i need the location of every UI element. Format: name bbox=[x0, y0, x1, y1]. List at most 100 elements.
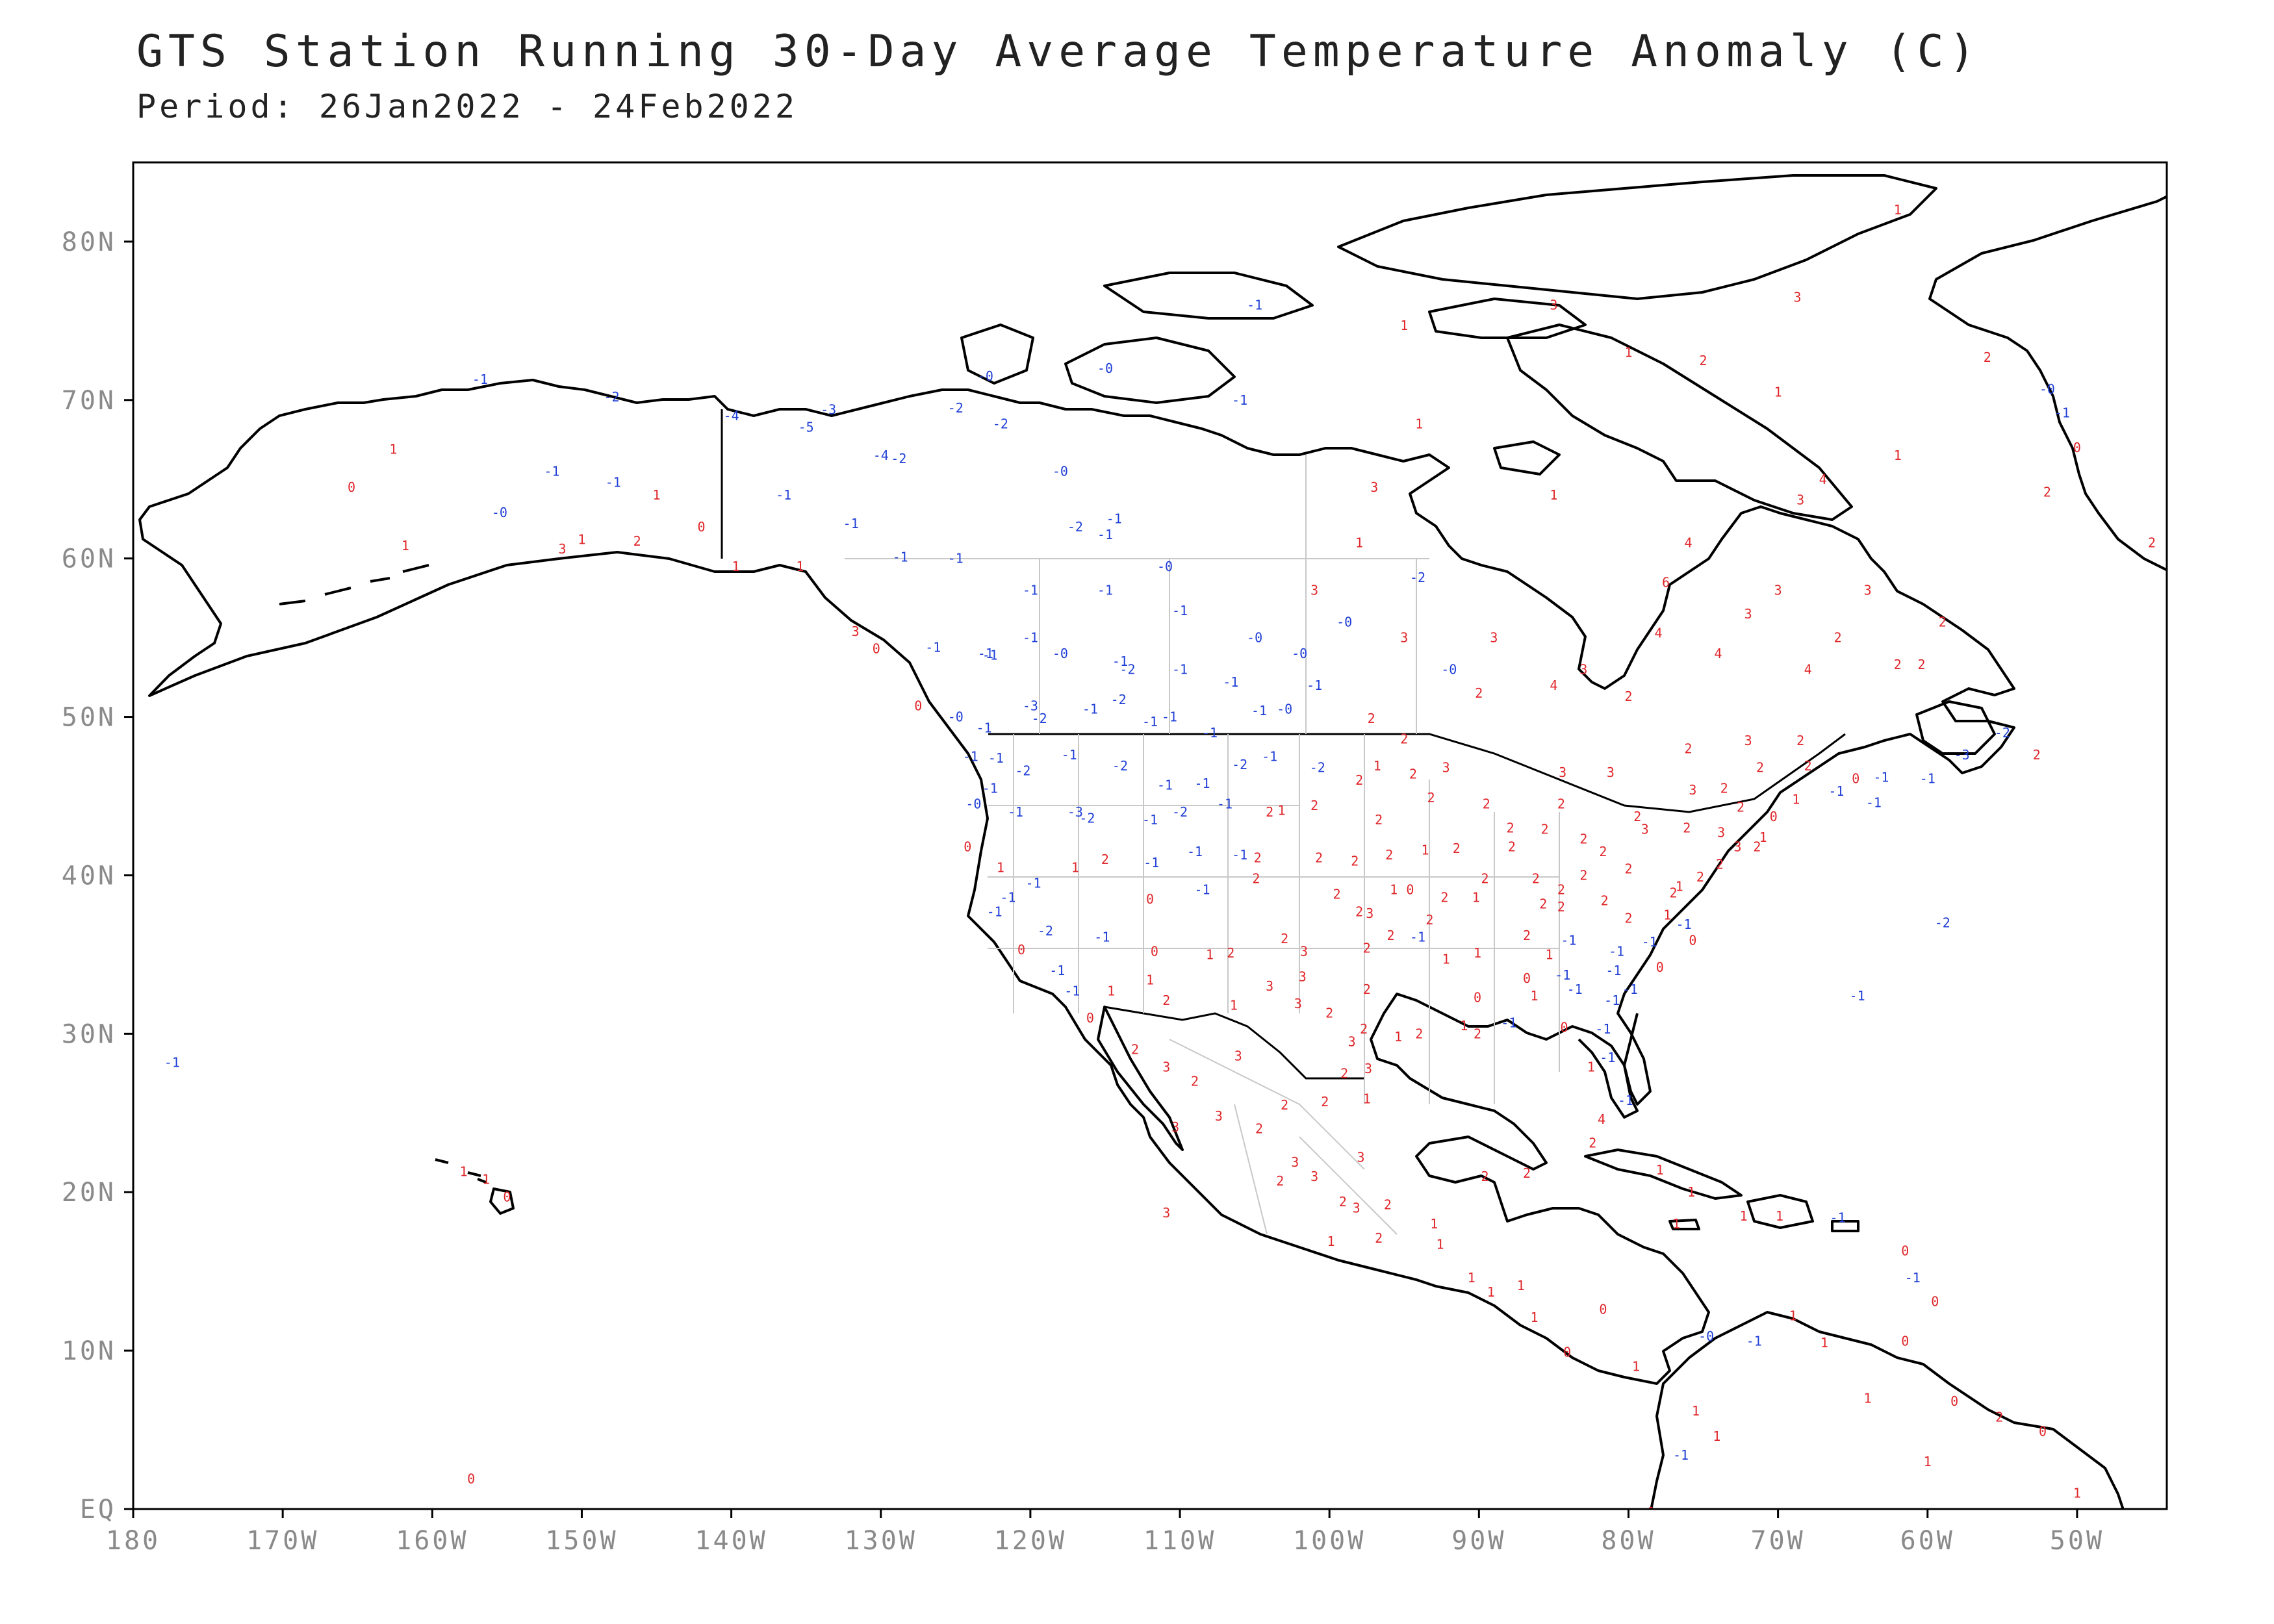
station-anomaly-value: 1 bbox=[1107, 983, 1115, 999]
south-america-coast bbox=[1650, 1311, 2125, 1509]
station-anomaly-value: -0 bbox=[1336, 614, 1352, 629]
station-anomaly-value: 0 bbox=[1406, 882, 1414, 897]
station-anomaly-value: 2 bbox=[1131, 1042, 1139, 1058]
station-anomaly-value: -1 bbox=[988, 750, 1004, 766]
station-anomaly-value: -1 bbox=[1023, 630, 1038, 646]
station-anomaly-value: -1 bbox=[1094, 930, 1110, 945]
station-anomaly-value: 2 bbox=[1700, 353, 1707, 368]
station-anomaly-value: -2 bbox=[1079, 811, 1095, 826]
station-anomaly-value: 1 bbox=[1430, 1216, 1438, 1232]
station-anomaly-value: 0 bbox=[1146, 891, 1154, 907]
station-anomaly-value: 2 bbox=[1685, 741, 1693, 756]
station-anomaly-value: 1 bbox=[1864, 1390, 1872, 1406]
station-anomaly-value: 4 bbox=[1804, 661, 1812, 677]
station-anomaly-value: -2 bbox=[1015, 763, 1030, 779]
station-anomaly-value: 0 bbox=[964, 839, 971, 855]
station-anomaly-value: -2 bbox=[993, 416, 1008, 431]
station-anomaly-value: 3 bbox=[1689, 782, 1696, 798]
station-anomaly-value: 3 bbox=[1215, 1108, 1223, 1124]
station-anomaly-value: 2 bbox=[1599, 844, 1607, 859]
victoria-island-coast bbox=[1064, 336, 1236, 404]
station-anomaly-value: 0 bbox=[1950, 1393, 1958, 1409]
station-anomaly-value: 2 bbox=[1539, 896, 1547, 911]
station-anomaly-value: 2 bbox=[1351, 854, 1359, 869]
station-anomaly-value: -2 bbox=[604, 389, 619, 405]
station-anomaly-value: 2 bbox=[1375, 1230, 1383, 1246]
station-anomaly-value: 2 bbox=[1995, 1410, 2003, 1425]
station-anomaly-value: 0 bbox=[873, 641, 880, 657]
lon-tick-label: 180 bbox=[106, 1526, 160, 1556]
longitude-axis: 180 170W 160W 150W 140W 130W 120W 110W 100W 90W 80… bbox=[106, 1509, 2102, 1556]
station-anomaly-value: 0 bbox=[1770, 809, 1778, 824]
station-anomaly-value: -2 bbox=[1119, 661, 1135, 677]
station-anomaly-value: 2 bbox=[1360, 1021, 1368, 1037]
lon-tick-label: 100W bbox=[1293, 1526, 1366, 1556]
station-anomaly-value: 2 bbox=[1557, 796, 1565, 812]
station-anomaly-value: -1 bbox=[1604, 993, 1620, 1008]
station-anomaly-value: -2 bbox=[1410, 570, 1425, 585]
station-anomaly-value: 1 bbox=[1400, 318, 1408, 333]
station-anomaly-value: 2 bbox=[1624, 689, 1632, 704]
station-anomaly-value: -2 bbox=[948, 400, 964, 416]
station-anomaly-value: 2 bbox=[1355, 904, 1363, 920]
station-anomaly-value: 2 bbox=[1384, 1197, 1392, 1213]
station-anomaly-value: 2 bbox=[1624, 861, 1632, 877]
station-anomaly-value: 2 bbox=[1474, 1026, 1481, 1041]
station-anomaly-value: -5 bbox=[798, 419, 814, 435]
station-anomaly-value: 1 bbox=[1146, 972, 1154, 987]
station-anomaly-value: 2 bbox=[1756, 760, 1764, 776]
station-anomaly-value: 1 bbox=[732, 559, 739, 574]
lat-tick-label: 10N bbox=[62, 1336, 116, 1366]
station-anomaly-value: 2 bbox=[1523, 1165, 1531, 1181]
station-anomaly-value: -0 bbox=[1097, 361, 1113, 376]
station-anomaly-value: 2 bbox=[1368, 711, 1375, 726]
lat-tick-label: 40N bbox=[62, 861, 116, 891]
station-anomaly-value: -1 bbox=[1561, 932, 1576, 948]
station-anomaly-value: 1 bbox=[1230, 997, 1238, 1013]
station-anomaly-value: -1 bbox=[978, 646, 993, 661]
lon-tick-label: 70W bbox=[1750, 1526, 1805, 1556]
station-anomaly-value: 1 bbox=[2073, 1486, 2081, 1501]
station-anomaly-value: 2 bbox=[1557, 882, 1565, 897]
station-anomaly-value: -1 bbox=[1920, 771, 1935, 787]
station-anomaly-value: 2 bbox=[1339, 1194, 1347, 1210]
station-anomaly-value: 2 bbox=[1409, 766, 1417, 781]
station-anomaly-value: 4 bbox=[1598, 1111, 1605, 1127]
station-anomaly-value: 3 bbox=[1366, 906, 1373, 921]
station-anomaly-value: 6 bbox=[1662, 574, 1670, 590]
station-anomaly-value: 3 bbox=[1291, 1154, 1299, 1170]
station-anomaly-value: 2 bbox=[1400, 731, 1408, 747]
station-anomaly-value: 2 bbox=[1557, 899, 1565, 915]
station-anomaly-value: 3 bbox=[1744, 733, 1752, 748]
station-anomaly-value: -1 bbox=[776, 487, 791, 503]
station-anomaly-value: 1 bbox=[997, 859, 1004, 875]
station-anomaly-value: -2 bbox=[1935, 915, 1950, 931]
station-anomaly-value: -0 bbox=[1292, 646, 1307, 661]
station-anomaly-value: 1 bbox=[1632, 1359, 1640, 1375]
station-anomaly-value: -2 bbox=[1111, 692, 1127, 707]
station-anomaly-value: 2 bbox=[1696, 869, 1704, 885]
station-anomaly-value: 2 bbox=[1440, 890, 1448, 906]
station-anomaly-value: 1 bbox=[1587, 1059, 1595, 1075]
station-anomaly-value: 0 bbox=[1599, 1302, 1607, 1317]
station-anomaly-value: 3 bbox=[1490, 630, 1498, 646]
station-anomaly-value: 3 bbox=[1442, 760, 1450, 776]
station-anomaly-value: 0 bbox=[1901, 1333, 1909, 1349]
station-anomaly-value: -1 bbox=[1830, 1210, 1846, 1225]
station-anomaly-value: 2 bbox=[1281, 931, 1288, 946]
station-anomaly-value: -1 bbox=[1064, 983, 1080, 999]
station-anomaly-value: -1 bbox=[1049, 963, 1065, 978]
station-anomaly-value: 2 bbox=[1894, 657, 1902, 672]
station-anomaly-value: -1 bbox=[544, 464, 559, 479]
station-anomaly-value: -1 bbox=[1673, 1447, 1689, 1463]
station-anomaly-value: -4 bbox=[873, 448, 889, 463]
map-frame bbox=[132, 161, 2168, 1510]
lat-tick-label: 80N bbox=[62, 227, 116, 257]
mexico-state-borders bbox=[1169, 1039, 1398, 1235]
station-anomaly-value: 1 bbox=[1355, 535, 1363, 550]
station-anomaly-value: 1 bbox=[1436, 1237, 1444, 1252]
station-anomaly-value: 2 bbox=[2043, 484, 2051, 500]
banks-island-coast bbox=[960, 324, 1034, 385]
station-anomaly-value: -1 bbox=[987, 904, 1003, 920]
